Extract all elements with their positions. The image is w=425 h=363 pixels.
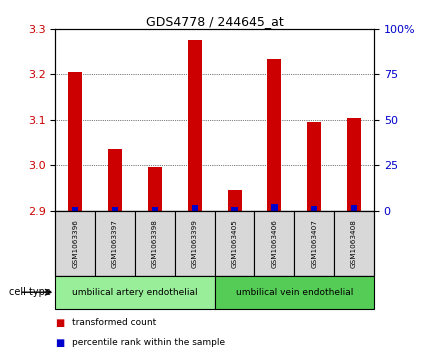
Bar [188, 40, 202, 211]
Bar [108, 149, 122, 211]
Bar [231, 207, 238, 211]
Text: umbilical vein endothelial: umbilical vein endothelial [235, 288, 353, 297]
Bar [55, 211, 95, 276]
Bar [148, 167, 162, 211]
Text: GSM1063405: GSM1063405 [232, 219, 238, 268]
Text: GSM1063396: GSM1063396 [72, 219, 78, 268]
Bar [192, 205, 198, 211]
Bar [68, 72, 82, 211]
Title: GDS4778 / 244645_at: GDS4778 / 244645_at [146, 15, 283, 28]
Bar [215, 211, 255, 276]
Bar [307, 122, 321, 211]
Text: ■: ■ [55, 338, 65, 348]
Text: GSM1063397: GSM1063397 [112, 219, 118, 268]
Bar [112, 207, 118, 211]
Text: ■: ■ [55, 318, 65, 328]
Bar [72, 207, 78, 211]
Text: GSM1063407: GSM1063407 [311, 219, 317, 268]
Bar [255, 211, 294, 276]
Bar [351, 205, 357, 211]
Text: umbilical artery endothelial: umbilical artery endothelial [72, 288, 198, 297]
Bar [227, 190, 241, 211]
Text: transformed count: transformed count [72, 318, 156, 327]
Bar [267, 58, 281, 211]
Bar [347, 118, 361, 211]
Bar [152, 207, 158, 211]
Bar [294, 211, 334, 276]
Bar [215, 276, 374, 309]
Text: GSM1063399: GSM1063399 [192, 219, 198, 268]
Bar [334, 211, 374, 276]
Text: percentile rank within the sample: percentile rank within the sample [72, 338, 225, 347]
Text: GSM1063398: GSM1063398 [152, 219, 158, 268]
Bar [95, 211, 135, 276]
Bar [271, 204, 278, 211]
Bar [135, 211, 175, 276]
Bar [55, 276, 215, 309]
Text: GSM1063408: GSM1063408 [351, 219, 357, 268]
Text: cell type: cell type [9, 287, 51, 297]
Text: GSM1063406: GSM1063406 [272, 219, 278, 268]
Bar [311, 206, 317, 211]
Bar [175, 211, 215, 276]
